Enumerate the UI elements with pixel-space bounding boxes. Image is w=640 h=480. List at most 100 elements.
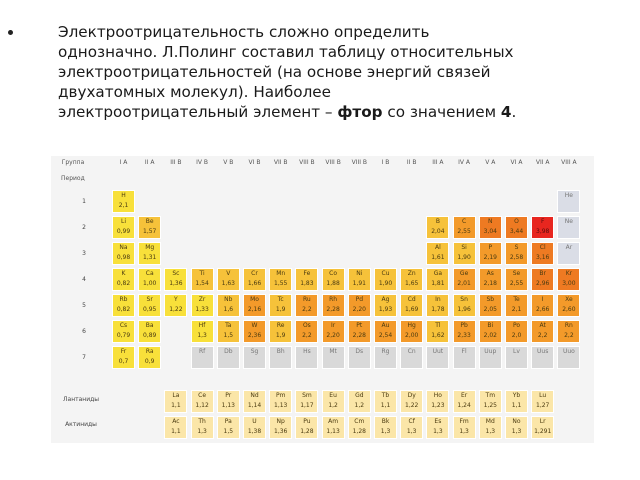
text-line-5-end: . (511, 103, 517, 121)
element-cell-rf: Rf (190, 346, 214, 369)
element-symbol: P (488, 244, 493, 251)
element-cell-am: Am 1,13 (321, 416, 345, 440)
element-symbol: Pd (355, 296, 364, 303)
element-cell-ti: Ti 1,54 (190, 268, 214, 291)
element-cell-er: Er 1,24 (452, 390, 476, 414)
group-column-header: V B (223, 159, 234, 166)
group-column-header: III B (170, 159, 182, 166)
element-cell-cr: Cr 1,66 (243, 268, 266, 291)
element-symbol: Rh (329, 296, 338, 303)
element-symbol: Rb (119, 296, 128, 303)
element-symbol: Nb (224, 296, 233, 303)
element-cell-po: Po 2,0 (505, 320, 528, 343)
group-column-header: IV B (196, 159, 209, 166)
electronegativity-value: 1,13 (326, 428, 340, 436)
group-column-header: VI B (248, 159, 261, 166)
electronegativity-value: 1,3 (459, 428, 469, 436)
element-cell-uup: Uup (478, 346, 502, 369)
element-symbol: Te (513, 296, 520, 303)
element-cell-lv: Lv (505, 346, 528, 369)
element-symbol: Po (512, 322, 521, 329)
element-symbol: Hs (303, 348, 311, 355)
text-line-3: электроотрицательностей (на основе энерг… (58, 63, 491, 81)
electronegativity-value: 2,55 (457, 228, 471, 235)
element-symbol: Ne (564, 218, 573, 225)
electronegativity-value: 1,3 (197, 332, 207, 339)
element-symbol: Pr (225, 392, 232, 400)
element-symbol: Sb (486, 296, 495, 303)
electronegativity-value: 1,96 (457, 306, 471, 313)
element-cell-w: W 2,36 (243, 320, 266, 343)
element-symbol: Hf (198, 322, 206, 329)
electronegativity-value: 1,90 (378, 280, 393, 287)
element-cell-pu: Pu 1,28 (295, 416, 319, 440)
electronegativity-value: 1,1 (171, 428, 181, 436)
element-cell-nb: Nb 1,6 (216, 294, 240, 317)
element-symbol: Er (460, 392, 468, 400)
element-symbol: Ti (199, 270, 205, 277)
electronegativity-value: 0,9 (144, 358, 155, 365)
element-cell-cu: Cu 1,90 (374, 268, 397, 291)
element-cell-fl: Fl (452, 346, 476, 369)
element-cell-he: He (557, 190, 581, 213)
bullet-text: Электроотрицательность сложно определить… (40, 22, 615, 122)
element-cell-sr: Sr 0,95 (138, 294, 162, 317)
element-cell-in: In 1,78 (426, 294, 450, 317)
electronegativity-value: 1,13 (221, 402, 235, 410)
electronegativity-value: 1,2 (354, 402, 365, 410)
element-cell-rh: Rh 2,28 (321, 294, 345, 317)
element-cell-re: Re 1,9 (269, 320, 293, 343)
element-symbol: Dy (407, 392, 416, 400)
element-symbol: F (540, 218, 545, 225)
electronegativity-value: 1,28 (352, 428, 366, 436)
electronegativity-value: 1,291 (534, 428, 552, 436)
element-symbol: Fr (120, 348, 127, 355)
electronegativity-value: 2,1 (511, 306, 522, 313)
highlight-value: 4 (500, 103, 512, 121)
electronegativity-value: 1,22 (405, 402, 419, 410)
element-symbol: Pt (356, 322, 363, 329)
electronegativity-value: 0,79 (116, 332, 131, 339)
text-line-5-prefix: электроотрицательный элемент – (58, 103, 338, 121)
element-symbol: Zr (198, 296, 206, 303)
element-symbol: Cs (119, 322, 128, 329)
element-cell-ge: Ge 2,01 (452, 268, 476, 291)
element-cell-bh: Bh (269, 346, 293, 369)
period-row-number: 5 (82, 302, 86, 309)
element-cell-kr: Kr 3,00 (557, 268, 581, 291)
element-symbol: Cl (539, 244, 546, 251)
element-symbol: Lr (539, 418, 546, 426)
electronegativity-value: 1,1 (171, 402, 181, 410)
element-cell-h: H 2,1 (112, 190, 135, 213)
element-symbol: Rn (564, 322, 573, 329)
element-symbol: Na (119, 244, 128, 251)
period-row-number: 6 (82, 328, 86, 335)
electronegativity-value: 1,3 (380, 428, 391, 436)
element-symbol: Cn (407, 348, 416, 355)
electronegativity-value: 3,00 (562, 280, 576, 287)
electronegativity-value: 1,88 (326, 280, 340, 287)
element-symbol: Cr (251, 270, 258, 277)
group-column-header: VIII B (299, 159, 315, 166)
element-cell-b: B 2,04 (426, 216, 450, 239)
element-cell-no: No 1,3 (505, 416, 528, 440)
element-cell-ar: Ar (557, 242, 581, 265)
element-cell-br: Br 2,96 (531, 268, 555, 291)
element-symbol: Bi (487, 322, 494, 329)
element-cell-zr: Zr 1,33 (190, 294, 214, 317)
element-symbol: Cu (381, 270, 390, 277)
element-cell-ag: Ag 1,93 (374, 294, 397, 317)
element-symbol: Ar (565, 244, 573, 251)
element-cell-mo: Mo 2,16 (243, 294, 266, 317)
element-symbol: Mg (145, 244, 155, 251)
electronegativity-value: 1,31 (143, 254, 157, 261)
element-cell-sn: Sn 1,96 (452, 294, 476, 317)
element-symbol: Md (485, 418, 495, 426)
element-symbol: Pm (275, 392, 286, 400)
electronegativity-value: 0,99 (116, 228, 131, 235)
element-symbol: Rg (381, 348, 390, 355)
electronegativity-value: 1,3 (406, 428, 417, 436)
element-symbol: No (512, 418, 521, 426)
element-cell-uuo: Uuo (557, 346, 581, 369)
element-symbol: Pu (303, 418, 311, 426)
